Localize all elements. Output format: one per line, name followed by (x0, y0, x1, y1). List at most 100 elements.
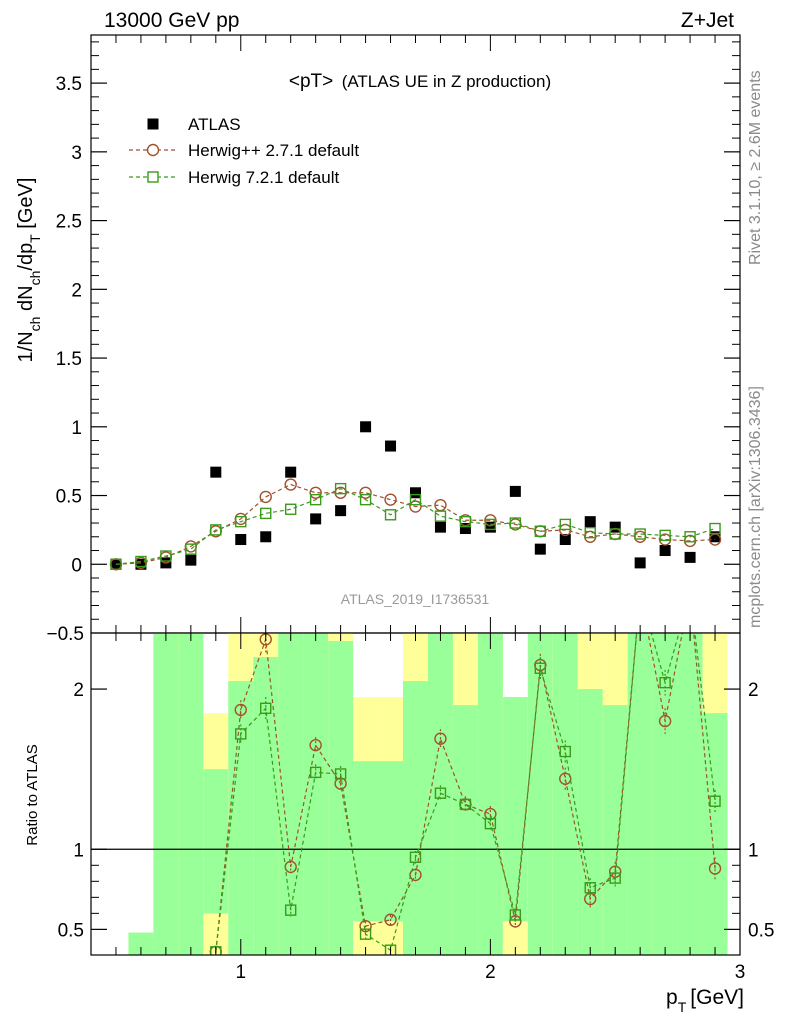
herwig7-point (210, 524, 222, 536)
atlas-data-point (185, 554, 197, 566)
herwig7-point (160, 550, 172, 562)
ratio-y-tick-label-right: 2 (748, 680, 759, 701)
main-y-label: 1/Nch dNch/dpT [GeV] (15, 178, 43, 363)
main-y-tick-label: 0.5 (56, 487, 82, 508)
main-data (109, 421, 722, 571)
ratio-herwigpp-point (559, 772, 572, 785)
ratio-herwigpp-point (658, 714, 672, 728)
ratio-data (91, 587, 740, 955)
main-y-label-a: 1/N (15, 331, 37, 362)
ratio-band-green (128, 932, 154, 955)
atlas-data-point (434, 521, 446, 533)
atlas-data-point (509, 485, 521, 497)
ratio-herwig7-point (635, 588, 645, 598)
ratio-herwig7-point (384, 944, 397, 955)
atlas-data-point (410, 487, 421, 499)
ratio-band-green (502, 697, 528, 922)
herwig7-point (559, 518, 571, 531)
ratio-herwig7-point (709, 795, 721, 807)
ratio-herwigpp-point (685, 587, 696, 598)
ratio-band-green (203, 769, 229, 914)
atlas-data-point (310, 513, 322, 525)
ratio-herwig7-point (284, 904, 297, 916)
ratio-x-tick-label: 2 (485, 962, 496, 983)
ratio-herwigpp-point (484, 807, 497, 821)
atlas-data-point (709, 531, 721, 543)
main-plot: 0 0.5 1 1.5 2 2.5 3 3.5 −0.5 <pT> (ATLAS UE in … (15, 34, 741, 645)
ratio-band-green (228, 681, 254, 955)
ratio-herwig7-point (210, 946, 222, 955)
atlas-data-point (285, 466, 297, 478)
ratio-herwig7-point (484, 817, 497, 830)
ratio-y-tick-label-left: 2 (73, 680, 84, 701)
ratio-band-green (677, 633, 703, 955)
atlas-data-point (459, 523, 471, 535)
atlas-data-point (260, 531, 272, 543)
ratio-herwig7-point (235, 728, 247, 740)
ratio-herwig7-point (309, 766, 322, 779)
energy-label: 13000 GeV pp (104, 9, 239, 32)
ratio-herwigpp-point (234, 703, 247, 717)
ratio-band-green (378, 761, 404, 922)
ratio-herwigpp-point (309, 738, 322, 752)
ratio-band-green (527, 633, 553, 955)
ratio-band-green (577, 689, 603, 955)
series-line-2 (115, 487, 716, 565)
main-y-label-e: /dp (15, 243, 37, 271)
atlas-data-point (584, 516, 596, 528)
main-y-tick-label: 2 (71, 280, 82, 301)
ratio-herwig7-point (659, 676, 671, 689)
atlas-data-point (335, 505, 347, 517)
atlas-data-point (609, 521, 621, 533)
ratio-band-green (452, 705, 478, 955)
ratio-y-tick-label-right: 1 (748, 840, 759, 861)
herwig7-point (584, 526, 596, 539)
ratio-herwig7-point (409, 851, 422, 863)
main-x-ticks (115, 35, 716, 633)
legend-label: Herwig 7.2.1 default (188, 168, 339, 187)
ratio-herwigpp-point (384, 913, 397, 926)
ratio-y-tick-label-right: 0.5 (748, 920, 774, 941)
ratio-herwigpp-point (708, 862, 722, 875)
ratio-band-green (178, 633, 204, 955)
ratio-band-green (153, 633, 179, 955)
ratio-plot: 0.5 0.5 1 1 2 2 1 2 3 Ratio to ATLAS pT [GeV] (24, 587, 774, 1015)
ratio-band-green (403, 681, 428, 955)
herwig7-point (484, 518, 497, 531)
analysis-watermark: ATLAS_2019_I1736531 (341, 591, 490, 607)
main-title: <pT> (ATLAS UE in Z production) (289, 71, 551, 92)
atlas-data-point (684, 551, 696, 563)
ratio-band-green (303, 633, 329, 955)
herwig7-point (235, 515, 247, 528)
main-y-tick-partial: −0.5 (46, 624, 84, 645)
ratio-herwig7-point (559, 745, 571, 758)
atlas-data-point (210, 466, 222, 478)
herwigpp-point (384, 493, 397, 506)
x-label-p: p (666, 986, 678, 1009)
x-label-sub: T (678, 999, 687, 1015)
main-y-tick-label: 3.5 (56, 74, 82, 95)
ratio-herwig7-point (584, 882, 596, 894)
ratio-band-green (353, 761, 379, 922)
ratio-herwigpp-point (635, 587, 646, 598)
main-y-tick-label: 2.5 (56, 212, 82, 233)
herwig7-point (659, 529, 671, 542)
herwig7-point (459, 515, 472, 528)
herwig7-point (634, 528, 646, 540)
herwig7-point (709, 522, 721, 535)
herwig7-point (284, 503, 297, 515)
herwig7-point (334, 482, 347, 495)
main-y-tick-label: 1 (71, 418, 82, 439)
main-title-sub: (ATLAS UE in Z production) (342, 72, 551, 91)
atlas-data-point (135, 558, 147, 570)
herwig7-point (684, 531, 696, 543)
main-y-label-b: ch (27, 317, 43, 332)
atlas-data-point (484, 521, 496, 533)
herwig7-point (509, 517, 522, 529)
ratio-herwig7-point (434, 787, 447, 799)
herwigpp-point (409, 500, 422, 513)
ratio-y-tick-label-left: 1 (73, 840, 84, 861)
main-legend: ATLAS Herwig++ 2.7.1 default Herwig 7.2.1 … (129, 115, 359, 187)
atlas-data-point (235, 534, 247, 546)
